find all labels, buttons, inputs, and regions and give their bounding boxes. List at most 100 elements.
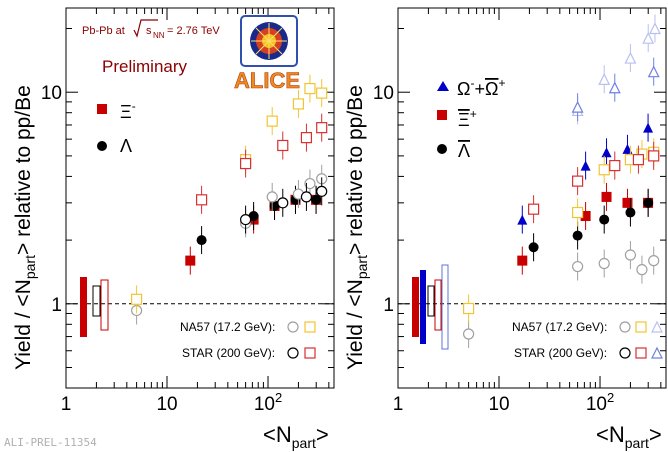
right-norm-box-lambda xyxy=(427,285,435,317)
left-data-point xyxy=(300,132,313,144)
right-data-point xyxy=(598,257,610,270)
right-particle-legend: Ω-+Ω+ Ξ+ Λ xyxy=(437,76,505,161)
left-data-point xyxy=(300,191,313,203)
right-data-point xyxy=(517,214,528,225)
right-data-point xyxy=(572,260,584,273)
right-data-point xyxy=(622,197,633,208)
right-x-tick-label: 10 xyxy=(488,394,509,415)
right-data-point xyxy=(463,302,475,315)
right-data-point xyxy=(608,81,621,94)
right-data-point xyxy=(572,230,583,241)
left-x-axis-title: <Npart> xyxy=(263,422,329,451)
right-na57-label: NA57 (17.2 GeV): xyxy=(512,320,607,334)
left-experiment-legend: NA57 (17.2 GeV): STAR (200 GeV): xyxy=(180,320,316,360)
left-norm-box-lambda xyxy=(92,285,101,317)
right-data-point xyxy=(598,164,610,176)
right-data-point xyxy=(625,207,636,218)
left-y-tick-label: 10 xyxy=(41,83,62,104)
right-plot-frame xyxy=(397,7,667,389)
logo-text: ALICE xyxy=(234,68,300,93)
left-norm-box-xi xyxy=(100,279,109,331)
right-y-axis-title: Yield / <Npart> relative to pp/Be xyxy=(344,85,370,370)
right-data-point xyxy=(643,122,654,133)
left-star-square xyxy=(304,347,316,359)
legend-xi-marker xyxy=(97,104,107,114)
collision-label: Pb-Pb at xyxy=(82,25,125,37)
right-data-point xyxy=(571,100,584,113)
preliminary-label: Preliminary xyxy=(102,57,188,76)
right-data-point xyxy=(632,154,645,166)
right-data-point xyxy=(624,51,637,64)
right-experiment-legend: NA57 (17.2 GeV): STAR (200 GeV): xyxy=(512,320,663,360)
legend-omega-marker xyxy=(437,81,449,91)
legend-xi-label: Ξ- xyxy=(120,99,136,122)
energy-value: = 2.76 TeV xyxy=(167,25,220,37)
legend-omega-label: Ω-+Ω+ xyxy=(457,76,505,99)
right-na57-square xyxy=(635,321,647,333)
left-data-point xyxy=(240,213,252,226)
right-data-point xyxy=(643,197,654,208)
right-y-tick-label: 10 xyxy=(373,83,394,104)
right-normalization-uncertainty xyxy=(412,264,449,350)
energy-subscript: NN xyxy=(153,31,165,40)
right-data-point xyxy=(609,159,621,172)
right-data-point xyxy=(601,147,612,158)
left-data-point xyxy=(316,185,328,197)
right-x-tick-label: 102 xyxy=(586,390,614,415)
left-na57-label: NA57 (17.2 GeV): xyxy=(180,320,275,334)
sqrt-icon xyxy=(133,19,158,38)
right-data-point xyxy=(517,255,528,266)
left-data-point xyxy=(311,194,322,205)
right-data-point xyxy=(580,210,591,221)
right-x-axis-title: <Npart> xyxy=(596,422,662,451)
right-data-markers xyxy=(463,14,661,348)
right-na57-circle xyxy=(619,321,631,333)
right-data-point xyxy=(598,73,611,85)
left-na57-square xyxy=(304,321,316,333)
right-norm-box-omega xyxy=(441,264,449,350)
left-x-tick-label: 10 xyxy=(156,394,177,415)
right-na57-triangle xyxy=(651,320,663,333)
right-data-point xyxy=(463,328,475,340)
energy-symbol: s xyxy=(146,25,152,37)
left-y-tick-label: 1 xyxy=(51,295,62,316)
legend-lambdabar-marker xyxy=(437,144,447,154)
left-data-point xyxy=(316,122,328,134)
left-x-tick-label: 102 xyxy=(254,390,282,415)
left-na57-circle xyxy=(287,321,299,333)
right-y-tick-label: 1 xyxy=(383,295,394,316)
right-data-point xyxy=(572,175,584,187)
left-plot-frame xyxy=(65,7,335,389)
right-data-point xyxy=(622,143,633,154)
right-norm-box-xi xyxy=(434,279,442,331)
right-norm-box-alice-xi xyxy=(412,277,419,337)
left-data-point xyxy=(185,255,196,266)
legend-xibar-marker xyxy=(437,110,447,120)
right-x-tick-label: 1 xyxy=(393,394,404,415)
right-panel: Yield / <Npart> relative to pp/Be <Npart… xyxy=(344,7,667,451)
right-data-point xyxy=(572,206,584,219)
left-panel: Yield / <Npart> relative to pp/Be <Npart… xyxy=(12,7,335,451)
right-data-point xyxy=(528,242,539,253)
right-data-point xyxy=(647,65,660,78)
left-data-point xyxy=(248,210,259,221)
left-star-label: STAR (200 GeV): xyxy=(182,346,275,360)
left-data-point xyxy=(277,139,289,152)
legend-lambda-marker xyxy=(97,141,107,151)
left-data-markers xyxy=(131,74,328,325)
left-y-axis-title: Yield / <Npart> relative to pp/Be xyxy=(12,85,38,370)
right-star-square xyxy=(635,347,647,359)
right-data-point xyxy=(580,160,591,171)
right-data-point xyxy=(649,22,661,35)
right-star-triangle xyxy=(651,346,663,359)
right-star-circle xyxy=(619,347,631,359)
right-data-point xyxy=(636,264,648,276)
alice-logo: ALICE xyxy=(234,15,300,93)
left-particle-legend: Ξ- Λ xyxy=(97,99,136,156)
right-axis-ticks: 1 10 102 1 10 xyxy=(373,8,666,415)
left-data-point xyxy=(316,87,328,99)
left-data-point xyxy=(196,235,207,246)
left-data-point xyxy=(304,177,316,190)
right-data-point xyxy=(642,31,655,44)
